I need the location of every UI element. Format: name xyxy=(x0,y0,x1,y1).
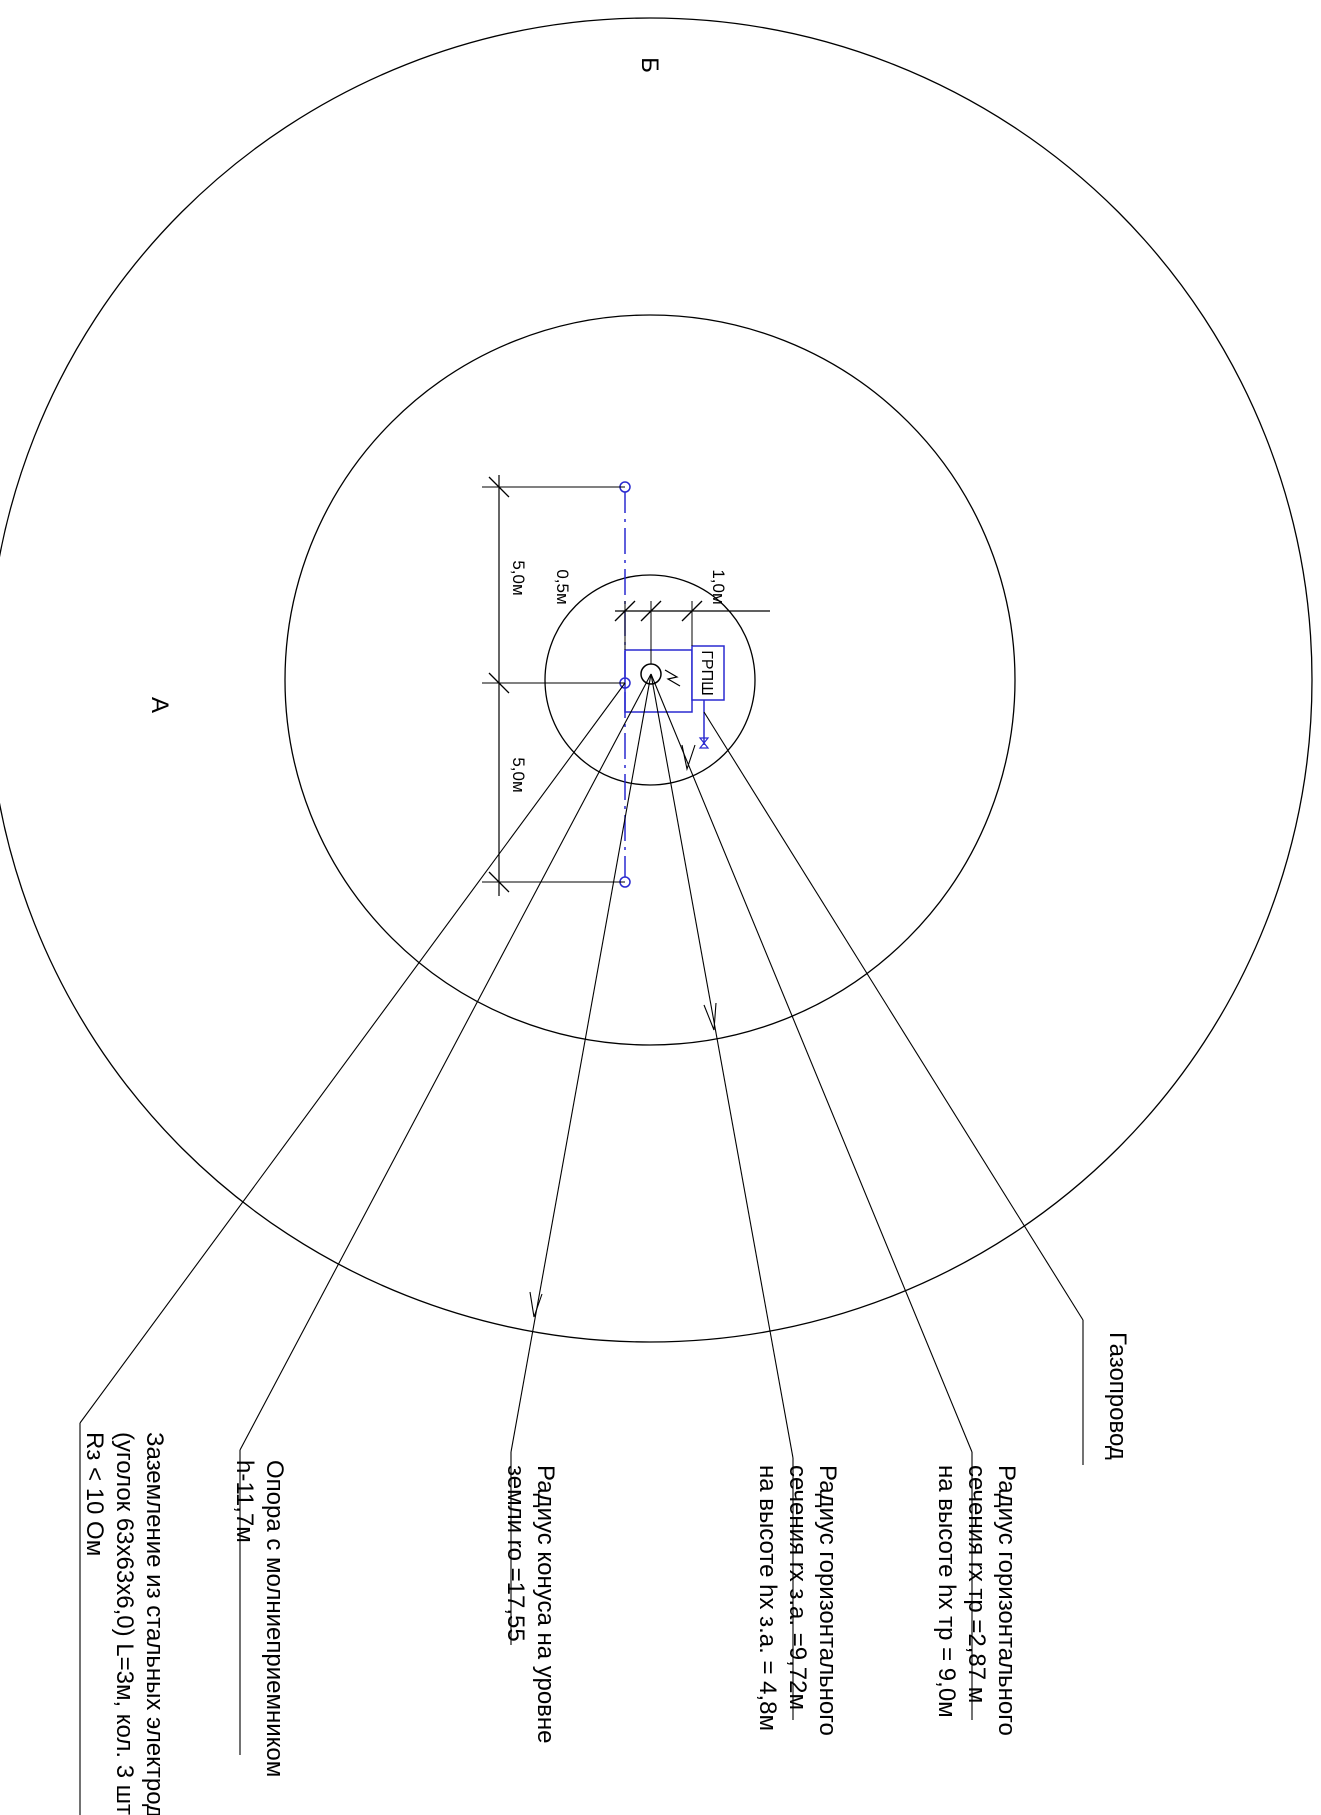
leader-radius-tr xyxy=(650,673,973,1453)
leader-radius-cone xyxy=(510,673,652,1453)
leader-grounding xyxy=(79,682,626,1424)
dim-tick-h3 xyxy=(681,600,703,622)
callout-gas-pipe: Газопровод xyxy=(1104,1332,1131,1460)
zone-a-circle xyxy=(284,314,1016,1046)
inner-circle xyxy=(544,574,756,786)
callout-grounding-line2: (уголок 63х63х6,0) L=3м, кол. 3 шт xyxy=(111,1432,138,1815)
callout-radius-za-line1: Радиус горизонтального xyxy=(814,1465,841,1736)
callout-support: Опора с молниеприемником h-11,7м xyxy=(231,1460,288,1777)
leader-radius-tr-arrow xyxy=(681,744,696,772)
callout-grounding: Заземление из стальных электродов (уголо… xyxy=(81,1432,168,1815)
callout-gas-pipe-line1: Газопровод xyxy=(1104,1332,1131,1460)
dim-tick-h2 xyxy=(640,600,662,622)
callout-radius-tr-line1: Радиус горизонтального xyxy=(993,1465,1020,1736)
callout-radius-za-line3: на высоте hх з.а. = 4,8м xyxy=(754,1465,781,1731)
callout-grounding-line1: Заземление из стальных электродов xyxy=(141,1432,168,1815)
callout-radius-cone-line2: земли ro =17,55 xyxy=(502,1465,529,1642)
callout-grounding-line3: Rз < 10 Ом xyxy=(81,1432,108,1556)
zone-b-label: Б xyxy=(636,57,663,73)
leader-support xyxy=(239,673,652,1451)
callout-radius-za-line2: сечения rх з.а. =9,72м xyxy=(784,1465,811,1710)
lightning-symbol-icon xyxy=(664,669,681,687)
dim-05m-label: 0,5м xyxy=(553,569,572,604)
grpsh-cabinet xyxy=(691,645,725,701)
callout-support-line2: h-11,7м xyxy=(231,1460,258,1543)
dim-10m-label: 1,0м xyxy=(709,569,728,604)
gas-valve-icon xyxy=(698,737,710,749)
leader-radius-cone-arrow xyxy=(529,1291,543,1318)
leader-gas-pipe xyxy=(703,711,1084,1321)
callout-radius-za: Радиус горизонтального сечения rх з.а. =… xyxy=(754,1465,841,1736)
dim-5m-bottom-label: 5,0м xyxy=(509,757,528,792)
leader-radius-za-arrow xyxy=(703,1002,717,1031)
dim-tick-bottom xyxy=(488,871,510,893)
callout-radius-tr-line3: на высоте hх тр = 9,0м xyxy=(933,1465,960,1718)
zone-a-label: А xyxy=(146,697,173,713)
callout-radius-tr-line2: сечения rх тр =2,87 м xyxy=(963,1465,990,1703)
dim-tick-top xyxy=(488,476,510,498)
callout-radius-cone: Радиус конуса на уровне земли ro =17,55 xyxy=(502,1465,559,1744)
callout-radius-tr: Радиус горизонтального сечения rх тр =2,… xyxy=(933,1465,1020,1736)
callout-support-line1: Опора с молниеприемником xyxy=(261,1460,288,1777)
zone-b-circle xyxy=(0,17,1313,1343)
callout-radius-cone-line1: Радиус конуса на уровне xyxy=(532,1465,559,1744)
grpsh-label: ГРПШ xyxy=(698,650,715,696)
dim-tick-mid xyxy=(488,672,510,694)
dim-tick-h1 xyxy=(614,600,636,622)
dim-5m-top-label: 5,0м xyxy=(509,560,528,595)
leader-radius-za xyxy=(650,673,794,1459)
